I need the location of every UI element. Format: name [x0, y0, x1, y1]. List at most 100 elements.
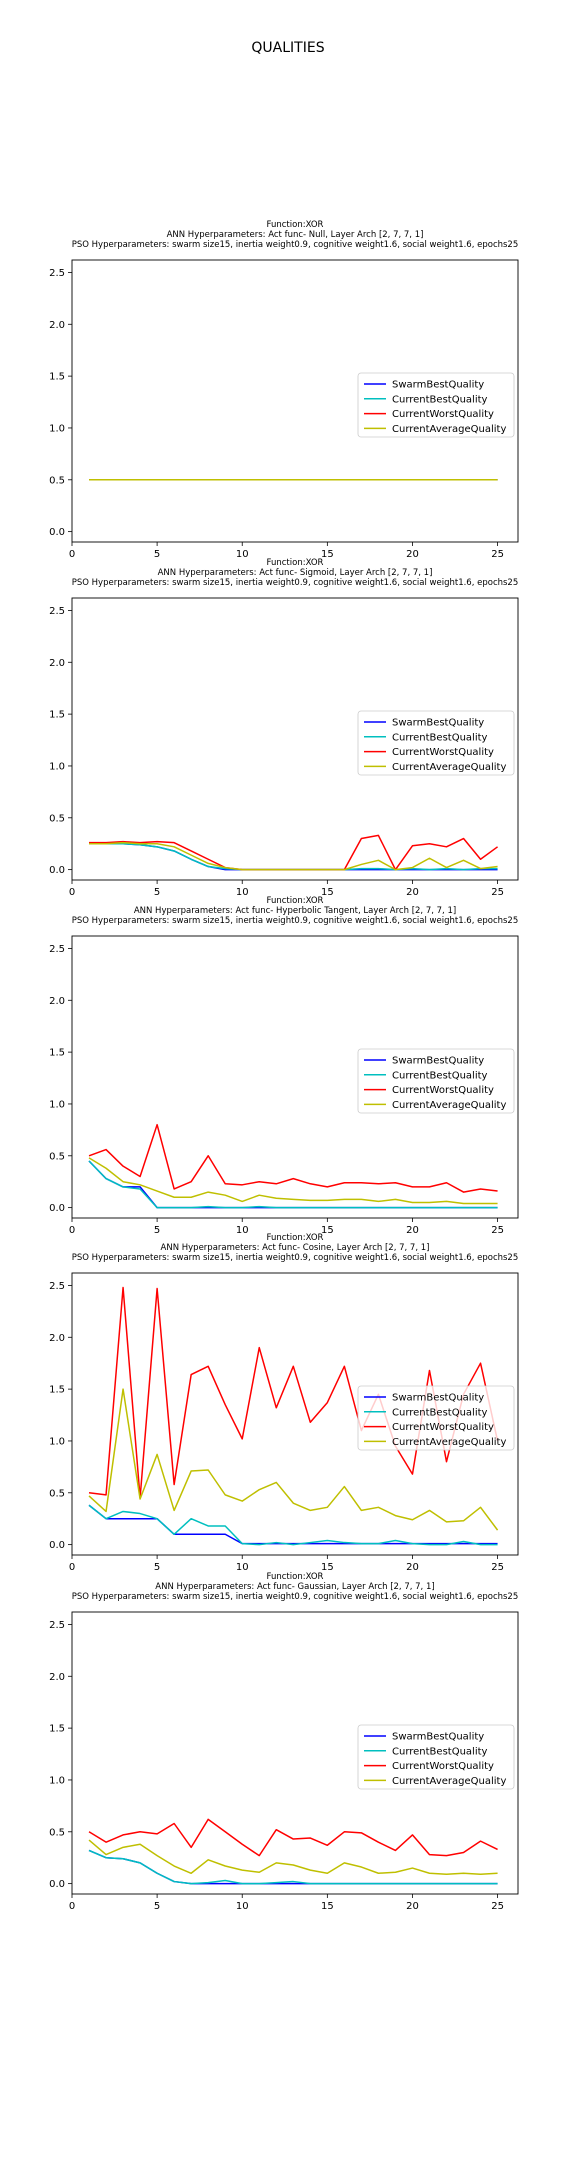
- series-line-current-worst-quality: [88, 1286, 499, 1499]
- x-tick-label: 15: [321, 887, 334, 898]
- x-tick-label: 10: [236, 887, 249, 898]
- legend-label: CurrentWorstQuality: [392, 747, 494, 758]
- legend-label: CurrentBestQuality: [392, 1407, 488, 1418]
- x-tick-label: 10: [236, 1562, 249, 1573]
- x-tick-label: 20: [406, 1901, 419, 1912]
- chart-title-line: PSO Hyperparameters: swarm size15, inert…: [72, 916, 519, 926]
- legend-label: CurrentBestQuality: [392, 1070, 488, 1081]
- y-tick-label: 1.5: [49, 710, 65, 721]
- y-tick-label: 2.0: [49, 1672, 65, 1683]
- chart-title-line: PSO Hyperparameters: swarm size15, inert…: [72, 1592, 519, 1602]
- y-tick-label: 0.5: [49, 1151, 65, 1162]
- y-tick-label: 0.0: [49, 1540, 65, 1551]
- x-tick-label: 5: [154, 1901, 160, 1912]
- y-tick-label: 0.5: [49, 1488, 65, 1499]
- x-tick-label: 10: [236, 1225, 249, 1236]
- legend-label: CurrentWorstQuality: [392, 409, 494, 420]
- chart-title-line: ANN Hyperparameters: Act func- Cosine, L…: [161, 1243, 430, 1253]
- chart-title-line: Function:XOR: [267, 1233, 324, 1243]
- axes-frame: [71, 935, 519, 1219]
- axes-frame: [71, 1272, 519, 1556]
- x-tick-label: 15: [321, 1225, 334, 1236]
- y-tick-label: 0.5: [49, 813, 65, 824]
- figure-title: QUALITIES: [251, 40, 325, 56]
- series-line-current-best-quality: [88, 1849, 498, 1885]
- chart-title-line: Function:XOR: [267, 220, 324, 230]
- legend-label: SwarmBestQuality: [392, 1732, 484, 1743]
- legend-label: CurrentAverageQuality: [392, 1100, 506, 1111]
- x-tick-label: 25: [491, 887, 504, 898]
- series-line-swarm-best-quality: [89, 842, 498, 871]
- x-tick-label: 25: [491, 1225, 504, 1236]
- chart-title-line: PSO Hyperparameters: swarm size15, inert…: [72, 1253, 519, 1263]
- series-line-current-average-quality: [89, 841, 498, 871]
- legend-label: SwarmBestQuality: [392, 1393, 484, 1404]
- legend-box: [357, 372, 515, 438]
- legend-label: SwarmBestQuality: [392, 1056, 484, 1067]
- y-tick-label: 2.5: [49, 606, 65, 617]
- chart-title-line: PSO Hyperparameters: swarm size15, inert…: [72, 578, 519, 588]
- x-tick-label: 20: [406, 549, 419, 560]
- x-tick-label: 25: [491, 549, 504, 560]
- series-line-current-worst-quality: [88, 1818, 498, 1857]
- legend-box: [357, 1048, 515, 1114]
- y-tick-label: 1.5: [49, 1048, 65, 1059]
- y-tick-label: 2.0: [49, 1333, 65, 1344]
- y-tick-label: 2.5: [49, 1281, 65, 1292]
- axes-frame: [71, 1611, 519, 1895]
- series-line-current-worst-quality: [88, 1123, 498, 1193]
- legend-label: SwarmBestQuality: [392, 380, 484, 391]
- axes-frame: [71, 259, 519, 543]
- legend-label: CurrentWorstQuality: [392, 1422, 494, 1433]
- legend-box: [357, 1724, 515, 1790]
- chart-title-line: Function:XOR: [267, 896, 324, 906]
- y-tick-label: 2.5: [49, 944, 65, 955]
- series-line-swarm-best-quality: [88, 1504, 498, 1545]
- axes-frame: [71, 597, 519, 881]
- y-tick-label: 0.0: [49, 865, 65, 876]
- series-line-current-average-quality: [88, 1839, 498, 1876]
- y-tick-label: 2.0: [49, 320, 65, 331]
- x-tick-label: 25: [491, 1562, 504, 1573]
- y-tick-label: 1.0: [49, 1775, 65, 1786]
- x-tick-label: 0: [69, 1562, 75, 1573]
- y-tick-label: 0.5: [49, 475, 65, 486]
- x-tick-label: 0: [69, 1901, 75, 1912]
- x-tick-label: 15: [321, 549, 334, 560]
- x-tick-label: 15: [321, 1562, 334, 1573]
- y-tick-label: 1.0: [49, 1099, 65, 1110]
- x-tick-label: 15: [321, 1901, 334, 1912]
- series-line-current-best-quality: [88, 1160, 498, 1209]
- legend-label: CurrentAverageQuality: [392, 762, 506, 773]
- series-line-current-average-quality: [88, 1388, 499, 1531]
- y-tick-label: 0.0: [49, 527, 65, 538]
- y-tick-label: 2.0: [49, 996, 65, 1007]
- chart-title-line: PSO Hyperparameters: swarm size15, inert…: [72, 240, 519, 250]
- y-tick-label: 0.5: [49, 1827, 65, 1838]
- chart-title-line: Function:XOR: [267, 558, 324, 568]
- legend-label: CurrentAverageQuality: [392, 424, 506, 435]
- x-tick-label: 0: [69, 887, 75, 898]
- legend-label: CurrentWorstQuality: [392, 1085, 494, 1096]
- x-tick-label: 20: [406, 1562, 419, 1573]
- legend-label: SwarmBestQuality: [392, 718, 484, 729]
- legend-label: CurrentBestQuality: [392, 394, 488, 405]
- chart-title-line: ANN Hyperparameters: Act func- Sigmoid, …: [158, 568, 433, 578]
- x-tick-label: 10: [236, 549, 249, 560]
- x-tick-label: 25: [491, 1901, 504, 1912]
- series-line-current-worst-quality: [89, 834, 499, 871]
- legend-label: CurrentBestQuality: [392, 1746, 488, 1757]
- y-tick-label: 1.5: [49, 1724, 65, 1735]
- series-line-current-average-quality: [88, 1157, 498, 1205]
- x-tick-label: 0: [69, 1225, 75, 1236]
- y-tick-label: 0.0: [49, 1203, 65, 1214]
- chart-title-line: Function:XOR: [267, 1572, 324, 1582]
- legend-label: CurrentAverageQuality: [392, 1776, 506, 1787]
- x-tick-label: 20: [406, 887, 419, 898]
